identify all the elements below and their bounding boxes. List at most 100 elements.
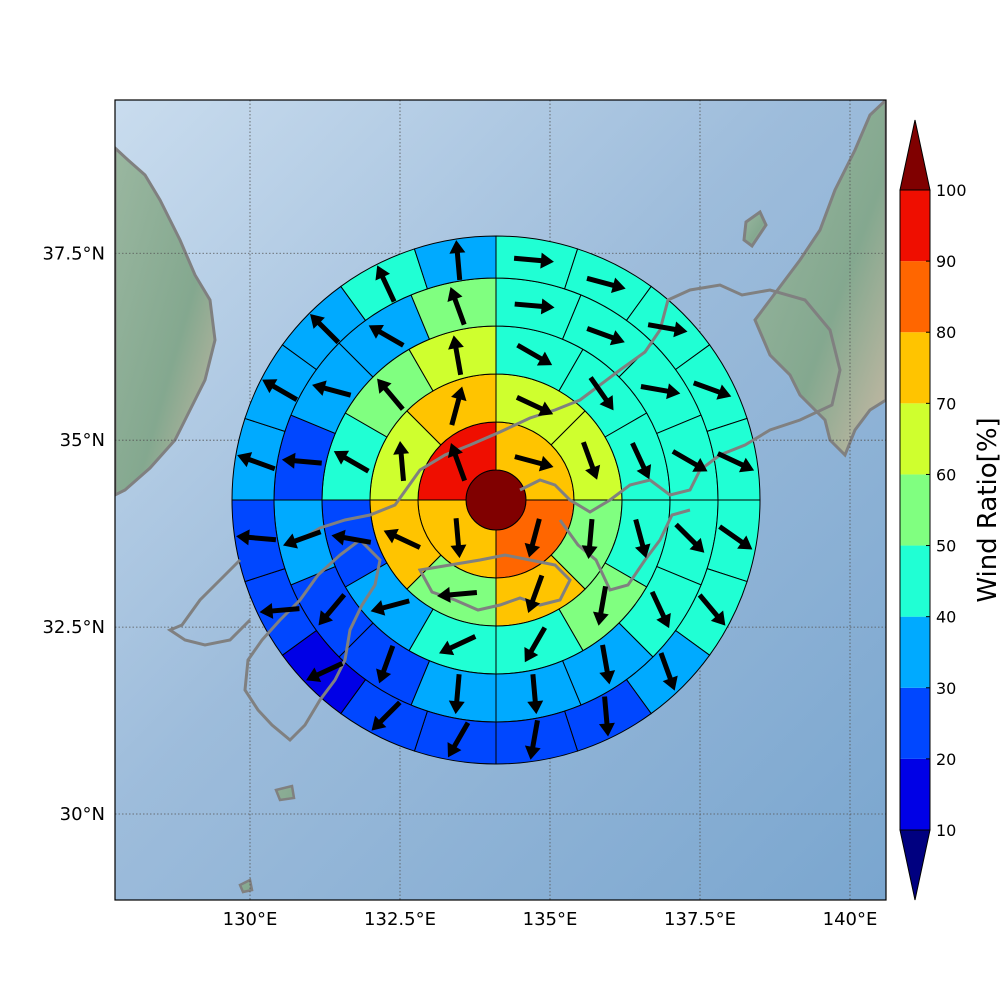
colorbar-tick-label: 100	[936, 181, 967, 200]
colorbar-label: Wind Ratio[%]	[973, 417, 1000, 602]
wind-arrow	[447, 287, 467, 326]
wind-arrow-shape	[259, 602, 300, 619]
x-tick-label: 135°E	[523, 909, 578, 930]
wind-arrow-shape	[236, 529, 277, 546]
wind-arrow-shape	[630, 441, 652, 480]
wind-arrow-shape	[283, 529, 322, 549]
wind-arrow-shape	[716, 451, 755, 473]
wind-arrow-shape	[450, 518, 467, 559]
colorbar-segment	[900, 758, 930, 830]
wind-arrow-shape	[437, 586, 478, 603]
wind-arrow	[371, 700, 402, 731]
wind-arrow-shape	[697, 593, 726, 626]
wind-arrow	[514, 298, 555, 315]
wind-arrow-shape	[674, 522, 705, 553]
wind-arrow-shape	[647, 321, 688, 338]
wind-arrow	[674, 522, 705, 553]
wind-arrow	[281, 452, 322, 469]
colorbar: 10 20 30 40 50 60 70 80 90 100 Wind Ratio[%]	[899, 119, 1000, 901]
x-tick-label: 132.5°E	[364, 909, 436, 930]
wind-arrow	[376, 644, 396, 684]
wind-arrow-shape	[393, 441, 410, 482]
wind-arrow-shape	[318, 593, 347, 626]
wind-arrow	[516, 342, 553, 366]
wind-arrow-shape	[640, 383, 681, 400]
wind-arrow-shape	[447, 721, 471, 758]
x-tick-label: 130°E	[223, 909, 278, 930]
wind-arrow	[513, 252, 554, 269]
wind-arrow-shape	[527, 674, 544, 715]
wind-arrow	[692, 380, 732, 400]
wind-arrow	[716, 451, 755, 473]
wind-arrow-shape	[671, 449, 708, 472]
wind-arrow	[449, 386, 467, 426]
wind-arrow	[236, 529, 277, 546]
wind-arrow-shape	[524, 626, 547, 663]
colorbar-tick-label: 30	[936, 679, 956, 698]
wind-arrow-shape	[692, 380, 732, 400]
wind-arrow	[633, 518, 651, 559]
wind-arrow-shape	[514, 454, 554, 472]
wind-arrow	[586, 326, 625, 346]
wind-arrow	[647, 321, 688, 338]
wind-arrow-shape	[331, 529, 372, 546]
wind-arrow	[514, 454, 554, 472]
wind-arrow	[449, 240, 466, 281]
wind-arrow-shape	[516, 342, 553, 366]
wind-arrow	[598, 696, 615, 737]
wind-arrow-shape	[586, 275, 626, 294]
wind-arrow	[437, 586, 478, 603]
wind-arrow	[237, 452, 276, 472]
wind-arrow	[581, 441, 601, 480]
wind-arrow-shape	[449, 386, 467, 426]
wind-arrow-shape	[237, 452, 276, 472]
wind-arrow	[439, 634, 477, 656]
colorbar-segment	[900, 687, 930, 759]
land-korea	[115, 145, 217, 497]
wind-arrow-shape	[581, 441, 601, 480]
colorbar-tick-label: 60	[936, 465, 956, 484]
colorbar-tick-label: 80	[936, 323, 956, 342]
wind-arrow	[312, 380, 352, 398]
wind-arrow	[370, 598, 410, 616]
colorbar-frame	[899, 189, 931, 831]
wind-arrow-shape	[447, 443, 468, 482]
colorbar-extend-min	[899, 829, 931, 901]
wind-arrow-shape	[371, 700, 402, 731]
wind-arrow	[318, 593, 347, 626]
wind-arrow	[527, 674, 544, 715]
colorbar-segment	[900, 403, 930, 475]
colorbar-segment	[900, 545, 930, 617]
wind-arrow	[368, 324, 405, 348]
wind-arrow	[375, 265, 397, 303]
colorbar-segment	[900, 190, 930, 262]
wind-arrow-shape	[513, 252, 554, 269]
wind-arrow	[447, 721, 471, 758]
coastline-shikoku	[417, 553, 572, 612]
wind-arrow-shape	[586, 326, 625, 346]
wind-arrow-shape	[449, 240, 466, 281]
y-tick-label: 32.5°N	[42, 617, 105, 638]
wind-arrow	[640, 383, 681, 400]
wind-arrow	[447, 443, 468, 482]
wind-arrow-shape	[581, 518, 598, 559]
wind-arrow-shape	[377, 378, 405, 411]
wind-arrow-shape	[306, 661, 344, 683]
wind-arrow-shape	[312, 380, 352, 398]
wind-arrow	[333, 450, 370, 474]
land-sado	[742, 209, 768, 249]
wind-arrow	[581, 518, 598, 559]
colorbar-segment	[900, 616, 930, 688]
colorbar-tick-label: 40	[936, 608, 956, 627]
wind-arrow	[524, 626, 547, 663]
wind-arrow-shape	[281, 452, 322, 469]
map-frame	[114, 99, 887, 901]
wind-arrow	[524, 518, 542, 558]
colorbar-tick-label: 90	[936, 252, 956, 271]
x-axis-tick-labels: 130°E 132.5°E 135°E 137.5°E 140°E	[223, 909, 878, 930]
colorbar-extend-max	[899, 119, 931, 191]
wind-arrow	[525, 574, 545, 614]
wind-arrow	[524, 719, 541, 760]
wind-arrow-shape	[375, 265, 397, 303]
